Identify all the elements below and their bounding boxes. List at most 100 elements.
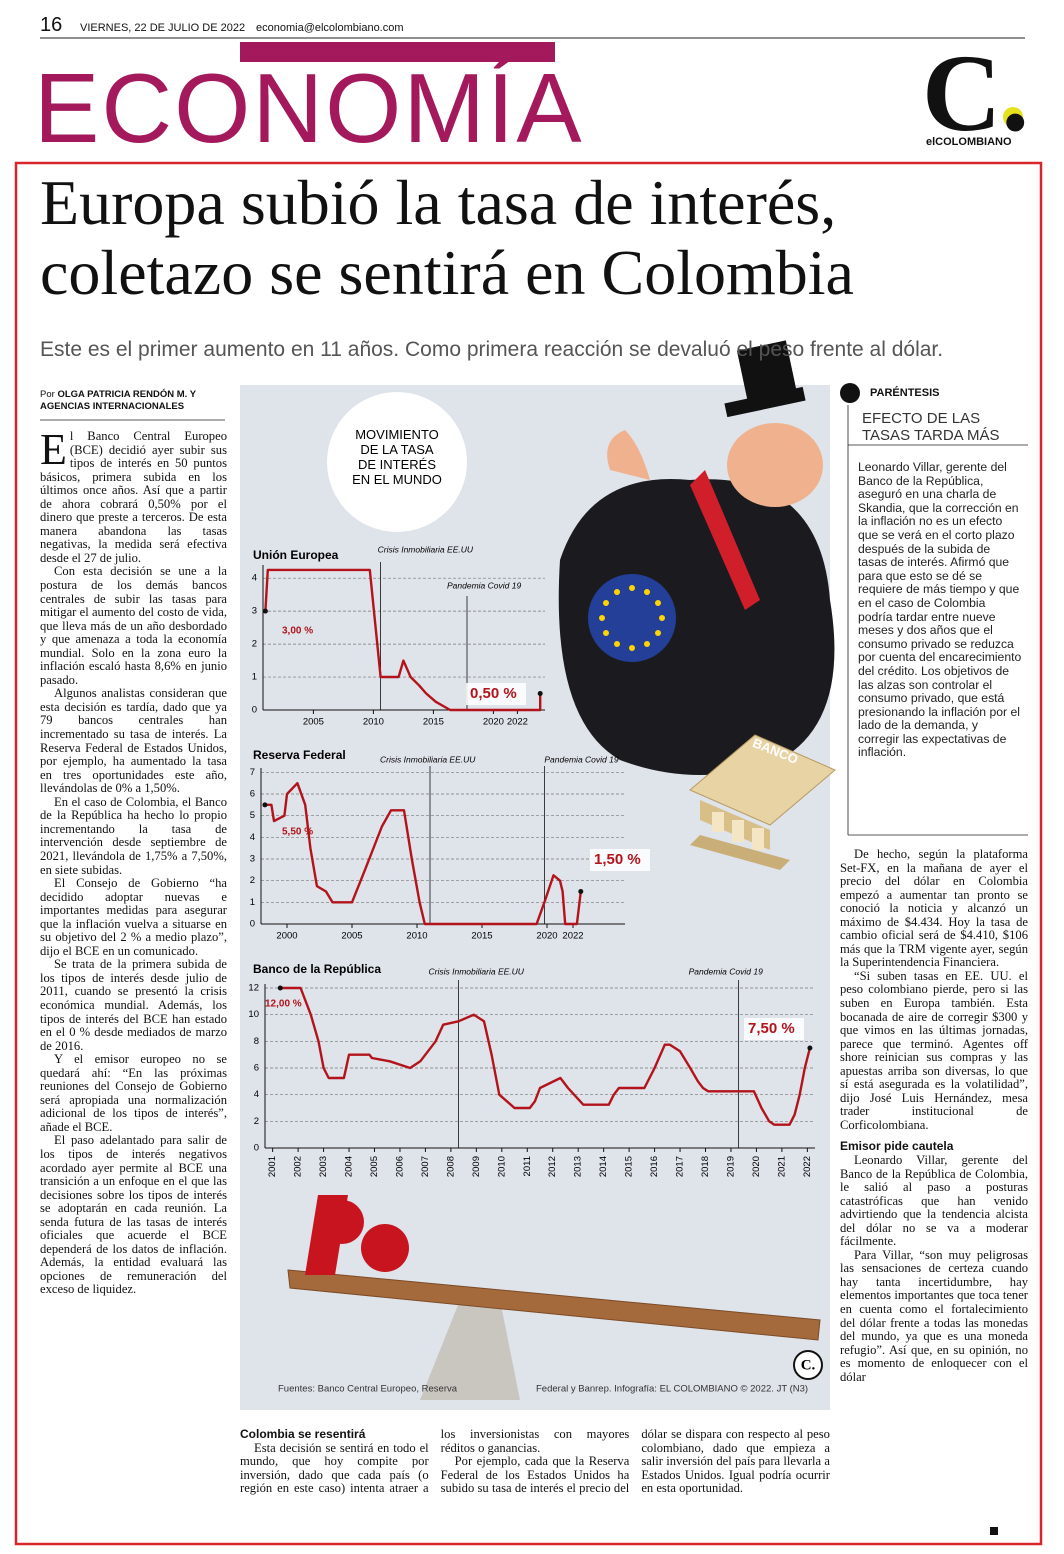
x-tick-label: 2022 [507,717,528,728]
paragraph: Esta decisión se sentirá en todo el mund… [240,1428,630,1496]
x-tick-label: 2010 [406,931,427,942]
y-tick-label: 4 [252,573,257,584]
y-tick-label: 2 [254,1116,259,1127]
last-value-box [744,1018,804,1040]
last-value-box [466,683,526,705]
end-mark [990,1527,998,1535]
paragraph: En el caso de Colombia, el Banco de la R… [40,794,227,877]
x-tick-label: 2021 [776,1156,787,1177]
paragraph: El Banco Central Europeo (BCE) decidió a… [40,430,227,565]
y-tick-label: 6 [254,1063,259,1074]
x-tick-label: 2005 [341,931,362,942]
logo-dot [1003,107,1023,127]
x-tick-label: 2001 [267,1156,278,1177]
last-point [807,1045,813,1051]
small-logo-ring [793,1350,823,1380]
paragraph: “Si suben tasas en EE. UU. el peso colom… [840,968,1028,1132]
annotation-label: Crisis Inmobiliaria EE.UU [429,966,525,976]
last-value-label: 1,50 % [594,851,641,868]
y-tick-label: 4 [254,1089,259,1100]
x-tick-label: 2005 [369,1156,380,1177]
y-tick-label: 5 [250,810,255,821]
y-tick-label: 6 [250,789,255,800]
x-tick-label: 2005 [303,717,324,728]
article-frame [14,161,1043,1546]
x-tick-label: 2018 [700,1156,711,1177]
x-tick-label: 2015 [423,717,444,728]
first-value-label: 12,00 % [265,999,302,1010]
y-tick-label: 4 [250,832,255,843]
x-tick-label: 2010 [363,717,384,728]
last-value-label: 7,50 % [748,1020,795,1037]
section-bar [240,42,555,62]
bottom-columns: Colombia se resentirá Esta decisión se se… [240,1428,830,1542]
section-title: ECONOMÍA [34,53,584,163]
annotation-label: Pandemia Covid 19 [689,966,763,976]
x-tick-label: 2014 [598,1156,609,1177]
bank-illustration [689,734,836,870]
paragraph: Y el emisor europeo no se quedará ahí: “… [40,1052,227,1134]
banker-illustration [558,340,835,788]
last-value-box [590,849,650,871]
annotation-label: Pandemia Covid 19 [447,580,521,590]
source-note: Federal y Banrep. Infografía: EL COLOMBI… [536,1384,808,1395]
seesaw-illustration [287,1195,821,1400]
y-tick-label: 12 [248,983,259,994]
paragraph: Por ejemplo, cada que la Reserva Federal… [440,1428,830,1496]
x-tick-label: 2010 [496,1156,507,1177]
sidebar-title: EFECTO DE LAS TASAS TARDA MÁS [862,410,1000,444]
byline-block: Por OLGA PATRICIA RENDÓN M. Y AGENCIAS I… [40,389,225,413]
x-tick-label: 2013 [573,1156,584,1177]
y-tick-label: 1 [252,672,257,683]
y-tick-label: 2 [250,875,255,886]
y-tick-label: 1 [250,897,255,908]
first-point [277,985,283,991]
infographic-title: MOVIMIENTO DE LA TASA DE INTERÉS EN EL MUND… [352,427,442,487]
x-tick-label: 2012 [547,1156,558,1177]
y-tick-label: 10 [248,1009,259,1020]
source-note: Fuentes: Banco Central Europeo, Reserva [278,1384,458,1395]
first-value-label: 3,00 % [282,626,313,637]
paragraph: El Consejo de Gobierno “ha decidido adop… [40,876,227,958]
first-point [262,802,268,808]
right-column: De hecho, según la plataforma Set-FX, en… [840,848,1028,1540]
rate-line [264,782,582,926]
logo: C. [922,32,1029,154]
subheading: Colombia se resentirá [240,1428,366,1441]
left-column: El Banco Central Europeo (BCE) decidió a… [40,430,227,1540]
x-tick-label: 2020 [536,931,557,942]
x-tick-label: 2007 [420,1156,431,1177]
rate-line [280,986,812,1126]
x-tick-label: 2017 [675,1156,686,1177]
sidebar-icon [840,383,860,403]
section-email: economia@elcolombiano.com [256,22,404,34]
x-tick-label: 2019 [725,1156,736,1177]
byline-prefix: Por [40,389,55,400]
paragraph: Se trata de la primera subida de los tip… [40,957,227,1053]
sidebar-label: PARÉNTESIS [870,387,940,399]
x-tick-label: 2000 [276,931,297,942]
paragraph: Para Villar, “son muy peligrosas las sen… [840,1247,1028,1384]
x-tick-label: 2016 [649,1156,660,1177]
chart-title: Reserva Federal [253,748,346,762]
small-logo: C. [801,1357,816,1373]
rate-line [264,568,542,712]
chart-title: Unión Europea [253,548,339,562]
last-point [537,691,543,697]
y-tick-label: 0 [254,1143,259,1154]
headline: Europa subió la tasa de interés, coletaz… [40,167,854,308]
x-tick-label: 2009 [471,1156,482,1177]
x-tick-label: 2004 [344,1156,355,1177]
x-tick-label: 2008 [445,1156,456,1177]
title-circle [327,392,467,532]
y-tick-label: 0 [250,919,255,930]
y-tick-label: 7 [250,767,255,778]
page-number: 16 [40,14,63,36]
paragraph: Algunos analistas consideran que esta de… [40,686,227,796]
sidebar-text: Leonardo Villar, gerente del Banco de la… [858,461,1022,760]
annotation-label: Crisis Inmobiliaria EE.UU [380,754,476,764]
annotation-label: Crisis Inmobiliaria EE.UU [378,544,474,554]
x-tick-label: 2006 [394,1156,405,1177]
paragraph: Con esta decisión se une a la postura de… [40,564,227,687]
